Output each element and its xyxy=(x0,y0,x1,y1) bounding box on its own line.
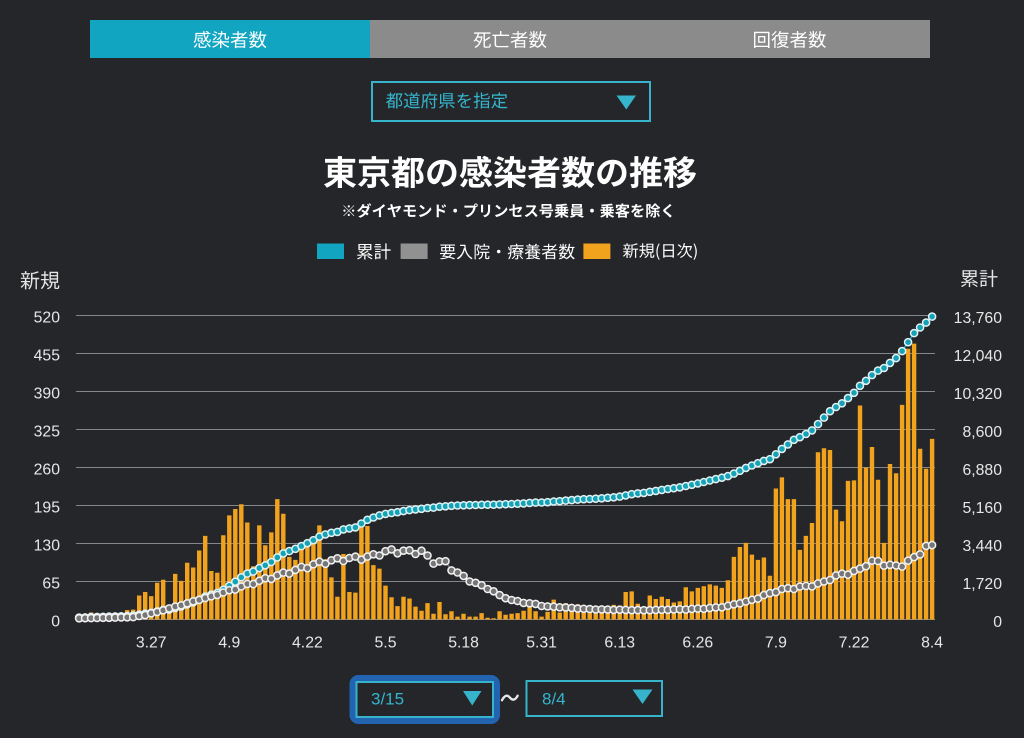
svg-text:13,760: 13,760 xyxy=(954,310,1003,327)
svg-text:8/4: 8/4 xyxy=(542,690,566,709)
svg-text:6.13: 6.13 xyxy=(604,635,635,652)
svg-text:4.9: 4.9 xyxy=(218,635,240,652)
svg-text:3/15: 3/15 xyxy=(371,690,404,709)
svg-text:5.18: 5.18 xyxy=(448,635,479,652)
svg-text:195: 195 xyxy=(34,500,61,517)
svg-text:0: 0 xyxy=(993,614,1002,631)
svg-text:3.27: 3.27 xyxy=(136,635,167,652)
svg-text:130: 130 xyxy=(34,538,61,555)
svg-text:325: 325 xyxy=(34,424,61,441)
svg-text:5.31: 5.31 xyxy=(526,635,557,652)
svg-text:8,600: 8,600 xyxy=(962,424,1002,441)
svg-text:1,720: 1,720 xyxy=(962,576,1002,593)
svg-text:520: 520 xyxy=(34,310,61,327)
svg-text:10,320: 10,320 xyxy=(954,386,1003,403)
svg-text:455: 455 xyxy=(34,348,61,365)
svg-text:12,040: 12,040 xyxy=(954,348,1003,365)
svg-text:8.4: 8.4 xyxy=(921,635,943,652)
svg-text:65: 65 xyxy=(42,576,60,593)
svg-text:260: 260 xyxy=(34,462,61,479)
svg-text:5.5: 5.5 xyxy=(375,635,397,652)
svg-text:5,160: 5,160 xyxy=(962,500,1002,517)
svg-text:390: 390 xyxy=(34,386,61,403)
svg-text:7.9: 7.9 xyxy=(765,635,787,652)
svg-text:6.26: 6.26 xyxy=(682,635,713,652)
svg-text:6,880: 6,880 xyxy=(962,462,1002,479)
svg-text:3,440: 3,440 xyxy=(962,538,1002,555)
svg-text:4.22: 4.22 xyxy=(292,635,323,652)
svg-text:0: 0 xyxy=(51,614,60,631)
svg-text:7.22: 7.22 xyxy=(839,635,870,652)
